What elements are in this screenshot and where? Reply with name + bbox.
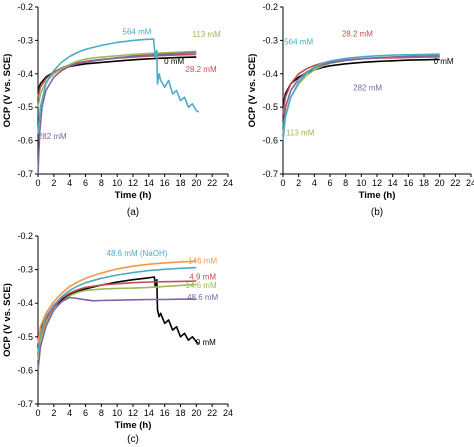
y-tick-label: -0.5 (262, 102, 278, 112)
series-annotation: 146 mM (188, 257, 217, 266)
x-tick-label: 18 (175, 178, 185, 188)
x-tick-label: 0 (280, 178, 285, 188)
x-tick-label: 4 (67, 408, 72, 418)
series-annotation: 28.2 mM (186, 65, 217, 74)
y-tick-label: -0.4 (17, 298, 33, 308)
x-tick-label: 22 (207, 178, 217, 188)
y-tick-label: -0.4 (262, 69, 278, 79)
y-tick-label: -0.7 (17, 169, 33, 179)
y-tick-label: -0.5 (17, 332, 33, 342)
y-tick-label: -0.6 (17, 365, 33, 375)
x-tick-label: 14 (388, 178, 398, 188)
series-line-14-6-mm (37, 283, 197, 361)
x-tick-label: 8 (99, 408, 104, 418)
x-tick-label: 4 (67, 178, 72, 188)
x-tick-label: 16 (403, 178, 413, 188)
x-tick-label: 10 (112, 408, 122, 418)
series-annotation: 0 mM (164, 57, 184, 66)
x-tick-label: 8 (99, 178, 104, 188)
x-tick-label: 2 (51, 178, 56, 188)
panel-caption: (b) (371, 207, 383, 218)
y-axis-title: OCP (V vs. SCE) (2, 54, 13, 128)
series-line-0-mm (37, 276, 200, 348)
x-tick-label: 22 (207, 408, 217, 418)
series-annotation: 113 mM (286, 129, 315, 138)
x-tick-label: 0 (35, 178, 40, 188)
y-axis-title: OCP (V vs. SCE) (2, 283, 13, 357)
series-line-564-mm (282, 53, 440, 141)
series-annotation: 28.2 mM (342, 29, 373, 38)
y-tick-label: -0.5 (17, 102, 33, 112)
x-tick-label: 2 (296, 178, 301, 188)
x-tick-label: 20 (191, 408, 201, 418)
y-tick-label: -0.4 (17, 69, 33, 79)
series-annotation: 564 mM (284, 38, 313, 47)
series-annotation: 48.6 mM (NaOH) (107, 249, 168, 258)
y-tick-label: -0.3 (17, 265, 33, 275)
x-tick-label: 20 (191, 178, 201, 188)
series-line-282-mm (37, 51, 197, 175)
y-tick-label: -0.7 (17, 399, 33, 409)
series-line-146-mm (37, 260, 197, 344)
series-line-113-mm (282, 55, 440, 134)
x-tick-label: 6 (327, 178, 332, 188)
x-tick-label: 2 (51, 408, 56, 418)
x-tick-label: 0 (35, 408, 40, 418)
panel-caption: (c) (127, 434, 139, 445)
chart-panel-2: -0.7-0.6-0.5-0.4-0.3-0.20 2 4 6 8 10 12 14 16 18 2… (247, 2, 474, 218)
x-tick-label: 18 (175, 408, 185, 418)
series-annotation: 4.9 mM (189, 273, 216, 282)
y-tick-label: -0.3 (17, 35, 33, 45)
series-annotation: 48.6 mM (187, 293, 218, 302)
series-annotation: 282 mM (38, 132, 67, 141)
chart-panel-3: -0.7-0.6-0.5-0.4-0.3-0.20 2 4 6 8 10 12 14 16 18 2… (2, 231, 233, 445)
series-annotation: 0 mM (196, 338, 216, 347)
x-tick-label: 12 (128, 408, 138, 418)
series-annotation: 113 mM (192, 30, 221, 39)
y-tick-label: -0.7 (262, 169, 278, 179)
x-tick-label: 22 (450, 178, 460, 188)
series-line-4-9-mm (37, 280, 197, 354)
series-line-0-mm (37, 56, 197, 91)
panel-caption: (a) (127, 207, 139, 218)
series-line-282-mm (282, 55, 440, 128)
x-tick-label: 24 (223, 408, 233, 418)
y-tick-label: -0.2 (17, 231, 33, 241)
x-axis-title: Time (h) (359, 190, 396, 201)
x-tick-label: 20 (435, 178, 445, 188)
x-tick-label: 10 (356, 178, 366, 188)
y-tick-label: -0.6 (262, 136, 278, 146)
x-tick-label: 16 (160, 178, 170, 188)
x-tick-label: 24 (223, 178, 233, 188)
x-tick-label: 14 (144, 178, 154, 188)
series-annotation: 14.6 mM (186, 281, 217, 290)
series-line-48-6-mm-naoh- (37, 266, 197, 354)
y-tick-label: -0.6 (17, 136, 33, 146)
x-axis-title: Time (h) (115, 420, 152, 431)
y-axis-title: OCP (V vs. SCE) (247, 54, 258, 128)
series-line-48-6-mm (37, 296, 197, 371)
y-tick-label: -0.3 (262, 35, 278, 45)
series-annotation: 282 mM (353, 84, 382, 93)
x-axis-title: Time (h) (115, 190, 152, 201)
series-annotation: 564 mM (123, 27, 152, 36)
series-annotation: 0 mM (434, 57, 454, 66)
x-tick-label: 6 (83, 408, 88, 418)
x-tick-label: 8 (343, 178, 348, 188)
series-line-564-mm (37, 38, 200, 134)
x-tick-label: 4 (312, 178, 317, 188)
y-tick-label: -0.2 (17, 2, 33, 12)
x-tick-label: 10 (112, 178, 122, 188)
y-tick-label: -0.2 (262, 2, 278, 12)
x-tick-label: 18 (419, 178, 429, 188)
x-tick-label: 14 (144, 408, 154, 418)
x-tick-label: 16 (160, 408, 170, 418)
x-tick-label: 6 (83, 178, 88, 188)
chart-panel-1: -0.7-0.6-0.5-0.4-0.3-0.20 2 4 6 8 10 12 14 16 18 2… (2, 2, 233, 218)
x-tick-label: 12 (372, 178, 382, 188)
x-tick-label: 12 (128, 178, 138, 188)
x-tick-label: 24 (466, 178, 474, 188)
